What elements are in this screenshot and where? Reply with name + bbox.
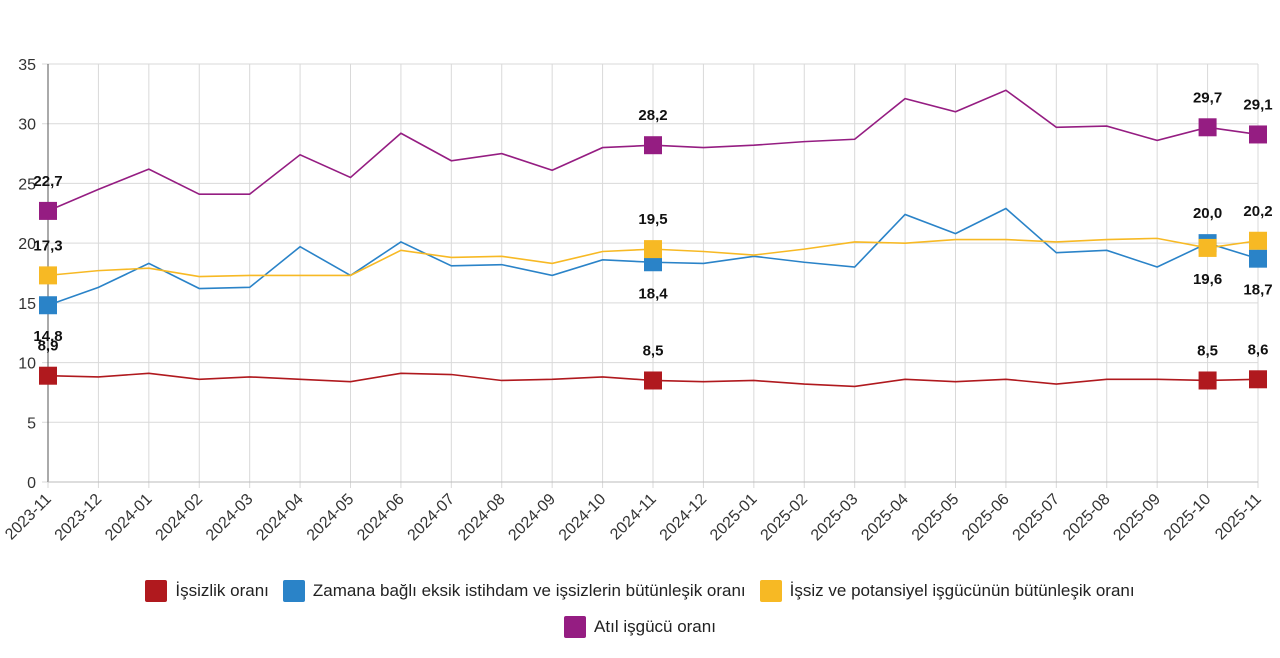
- x-tick-label: 2024-03: [203, 491, 257, 545]
- data-label-1: 18,7: [1243, 282, 1272, 299]
- x-tick-label: 2025-09: [1110, 491, 1164, 545]
- x-tick-label: 2024-09: [505, 491, 559, 545]
- series-marker-2: [1249, 231, 1267, 250]
- x-tick-label: 2025-01: [707, 491, 761, 545]
- data-label-3: 29,1: [1243, 96, 1272, 113]
- x-tick-label: 2025-02: [758, 491, 812, 545]
- series-marker-0: [1198, 371, 1217, 390]
- data-label-3: 22,7: [33, 173, 62, 190]
- data-label-2: 17,3: [33, 237, 62, 254]
- data-label-1: 18,4: [638, 285, 668, 302]
- legend-swatch-potential-labour: [759, 580, 782, 602]
- data-label-3: 29,7: [1193, 89, 1222, 106]
- data-label-0: 8,9: [38, 338, 59, 355]
- data-label-0: 8,6: [1248, 341, 1269, 358]
- data-label-2: 19,5: [638, 211, 667, 228]
- legend-label-underemployment: Zamana bağlı eksik istihdam ve işsizleri…: [312, 581, 746, 600]
- legend-item-unemployment[interactable]: İşsizlik oranı: [145, 578, 269, 604]
- x-tick-label: 2024-01: [102, 491, 156, 545]
- data-label-0: 8,5: [1197, 342, 1218, 359]
- series-marker-3: [39, 201, 57, 220]
- x-tick-label: 2024-06: [354, 491, 408, 545]
- series-marker-2: [1198, 238, 1217, 257]
- x-tick-label: 2025-06: [959, 491, 1013, 545]
- legend-label-potential-labour: İşsiz ve potansiyel işgücünün bütünleşik…: [789, 581, 1135, 600]
- legend-item-labour-underutilisation[interactable]: Atıl işgücü oranı: [564, 614, 716, 640]
- series-marker-2: [644, 240, 662, 259]
- legend-swatch-labour-underutilisation: [564, 616, 587, 638]
- y-tick-label: 30: [18, 117, 36, 134]
- x-tick-label: 2024-08: [455, 491, 509, 545]
- y-tick-label: 20: [18, 236, 36, 253]
- x-tick-label: 2024-12: [657, 491, 711, 545]
- legend-swatch-underemployment: [282, 580, 305, 602]
- x-tick-label: 2024-04: [253, 491, 307, 545]
- series-marker-0: [1249, 370, 1267, 389]
- y-tick-label: 35: [18, 57, 36, 74]
- y-tick-label: 25: [18, 176, 36, 193]
- x-tick-label: 2025-04: [858, 491, 912, 545]
- y-tick-label: 10: [18, 356, 36, 373]
- data-label-3: 28,2: [638, 107, 667, 124]
- x-tick-label: 2024-05: [304, 491, 358, 545]
- series-marker-3: [1249, 125, 1267, 144]
- legend-label-labour-underutilisation: Atıl işgücü oranı: [594, 617, 716, 636]
- legend-row-2: Atıl işgücü oranı: [0, 614, 1280, 640]
- x-tick-label: 2025-07: [1010, 491, 1064, 545]
- series-marker-0: [39, 366, 57, 385]
- axes: 051015202530352023-112023-122024-012024-…: [2, 57, 1265, 544]
- y-tick-label: 0: [27, 475, 36, 492]
- series-marker-3: [1198, 118, 1217, 137]
- x-tick-label: 2024-10: [556, 491, 610, 545]
- x-tick-label: 2023-11: [2, 491, 55, 544]
- data-label-1: 20,0: [1193, 205, 1222, 222]
- legend-swatch-unemployment: [145, 580, 168, 602]
- y-tick-label: 5: [27, 415, 36, 432]
- x-tick-label: 2025-03: [808, 491, 862, 545]
- data-label-2: 20,2: [1243, 203, 1272, 220]
- data-labels: 8,9 8,5 8,5 8,6 14,8 18,4 20,0 18,7 17,3 19,5 19,6…: [33, 89, 1272, 359]
- legend-item-potential-labour[interactable]: İşsiz ve potansiyel işgücünün bütünleşik…: [759, 578, 1135, 604]
- series-marker-1: [1249, 249, 1267, 268]
- y-tick-label: 15: [18, 296, 36, 313]
- x-tick-label: 2024-07: [405, 491, 459, 545]
- x-tick-label: 2025-05: [909, 491, 963, 545]
- line-chart: 051015202530352023-112023-122024-012024-…: [2, 57, 1272, 544]
- legend-label-unemployment: İşsizlik oranı: [175, 581, 269, 600]
- series-marker-1: [39, 296, 57, 315]
- x-tick-label: 2023-12: [52, 491, 106, 545]
- x-tick-label: 2024-11: [607, 491, 660, 544]
- data-label-1: 14,8: [33, 328, 62, 345]
- series-marker-2: [39, 266, 57, 285]
- series-markers: [39, 118, 1267, 390]
- x-tick-label: 2025-08: [1060, 491, 1114, 545]
- data-label-2: 19,6: [1193, 271, 1222, 288]
- series-marker-0: [644, 371, 662, 390]
- data-label-0: 8,5: [643, 342, 664, 359]
- legend-item-underemployment[interactable]: Zamana bağlı eksik istihdam ve işsizleri…: [282, 578, 746, 604]
- x-tick-label: 2025-10: [1161, 491, 1215, 545]
- series-marker-3: [644, 136, 662, 155]
- x-tick-label: 2024-02: [153, 491, 207, 545]
- legend-row-1: İşsizlik oranı Zamana bağlı eksik istihd…: [0, 578, 1280, 604]
- x-tick-label: 2025-11: [1212, 491, 1265, 544]
- legend: İşsizlik oranı Zamana bağlı eksik istihd…: [0, 578, 1280, 650]
